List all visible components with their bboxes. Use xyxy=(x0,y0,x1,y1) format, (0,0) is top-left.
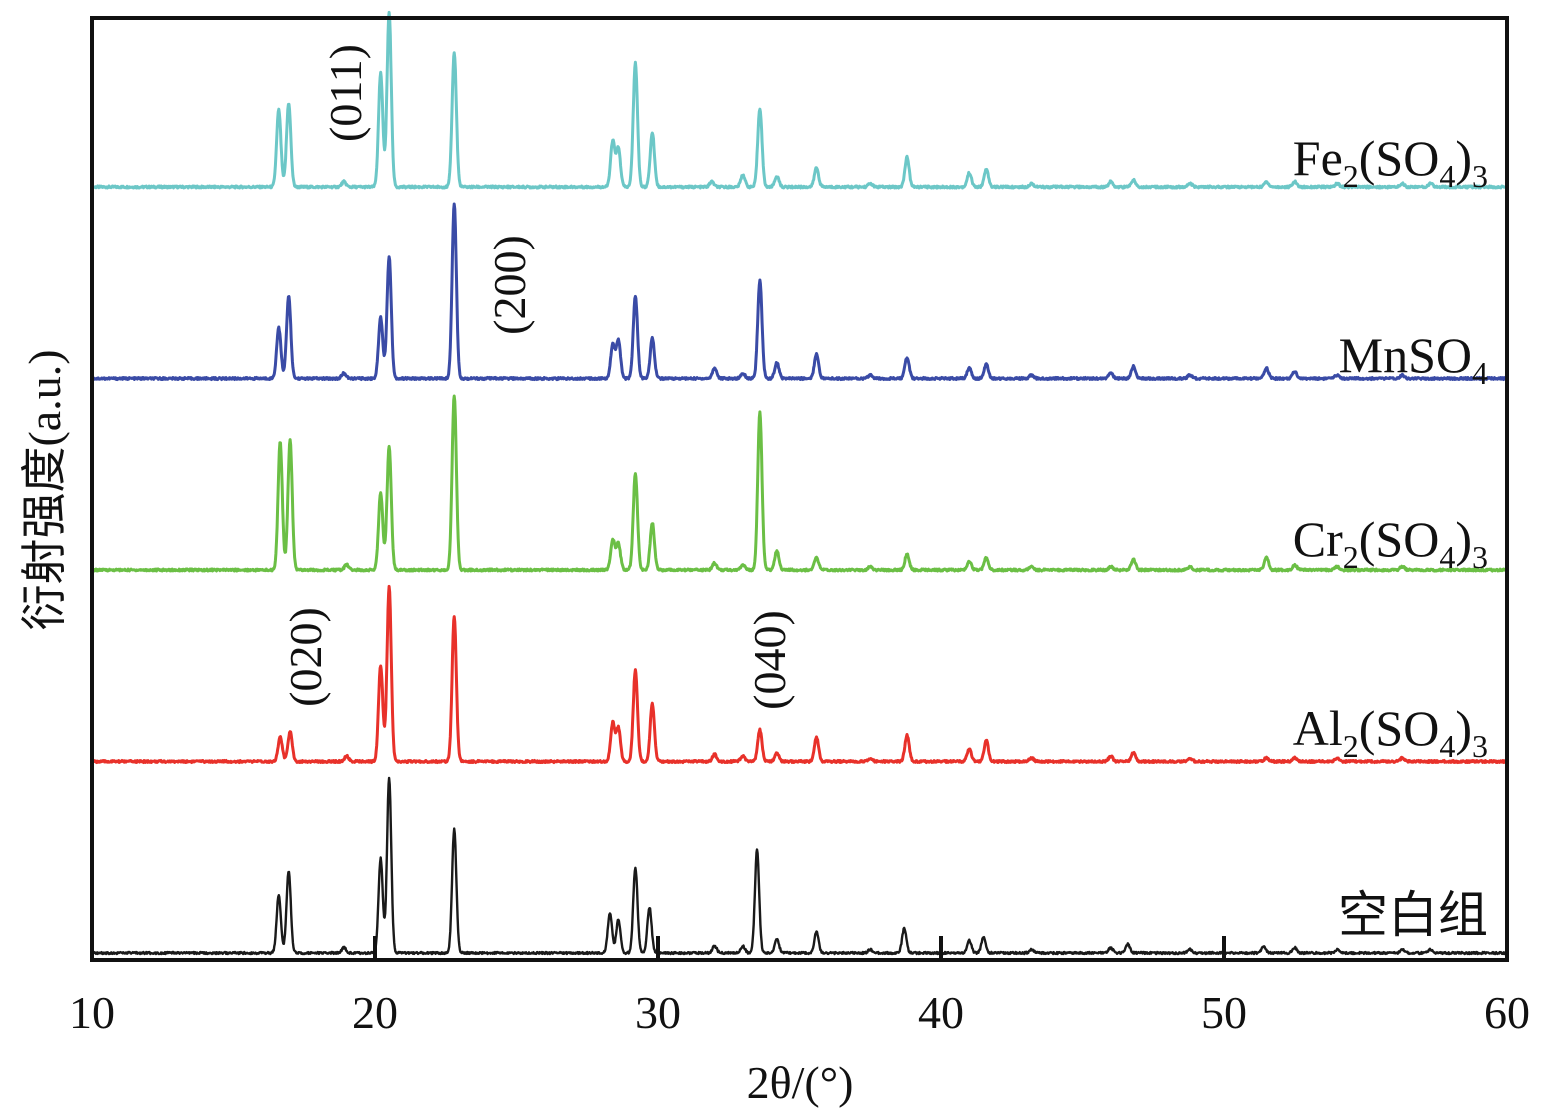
peak-label-1: (200) xyxy=(484,235,535,335)
plot-frame xyxy=(90,16,1509,962)
peak-label-0: (011) xyxy=(320,44,371,142)
series-label-0: Fe2(SO4)3 xyxy=(1293,130,1488,194)
series-line-0 xyxy=(90,10,1508,190)
x-tick-labels: 10 20 30 40 50 60 xyxy=(69,987,1530,1038)
series-line-1 xyxy=(90,202,1508,381)
x-tick-label-60: 60 xyxy=(1484,987,1530,1038)
series-line-2 xyxy=(91,394,1508,573)
peak-labels: (011) (200) (020) (040) xyxy=(280,44,795,710)
series-label-1: MnSO4 xyxy=(1339,327,1488,391)
x-tick-label-20: 20 xyxy=(352,987,398,1038)
series-line-3 xyxy=(90,584,1508,764)
x-tick-label-10: 10 xyxy=(69,987,115,1038)
y-axis-label: 衍射强度(a.u.) xyxy=(19,349,70,630)
x-axis-label: 2θ/(°) xyxy=(747,1057,854,1108)
x-tick-label-30: 30 xyxy=(635,987,681,1038)
x-tick-label-40: 40 xyxy=(918,987,964,1038)
peak-label-3: (040) xyxy=(744,610,795,710)
x-tick-label-50: 50 xyxy=(1201,987,1247,1038)
series-line-4 xyxy=(91,776,1508,956)
series-label-2: Cr2(SO4)3 xyxy=(1293,511,1488,575)
series-label-3: Al2(SO4)3 xyxy=(1293,700,1488,764)
curves-layer xyxy=(90,10,1508,956)
series-labels: Fe2(SO4)3 MnSO4 Cr2(SO4)3 Al2(SO4)3 空白组 xyxy=(1293,130,1488,943)
x-ticks xyxy=(373,936,1226,960)
series-label-4: 空白组 xyxy=(1338,887,1488,943)
peak-label-2: (020) xyxy=(280,607,331,707)
